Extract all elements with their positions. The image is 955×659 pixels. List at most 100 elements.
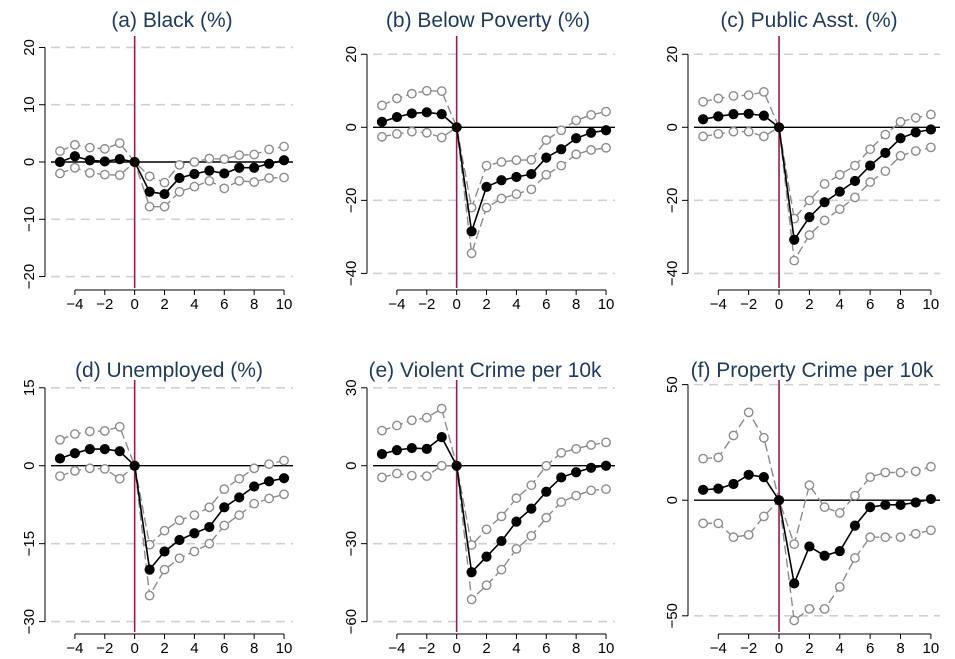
estimate-point [421,107,432,118]
x-tick-label: −4 [388,296,405,313]
upper-ci-point [174,159,185,170]
estimate-point [376,116,388,127]
upper-ci-point [834,169,845,180]
estimate-point [174,172,185,184]
lower-ci-point [466,248,477,259]
y-tick-label: −20 [343,188,360,213]
estimate-point [773,122,785,133]
lower-ci-point [601,142,611,153]
y-tick-label: 15 [21,379,38,396]
x-tick-label: 0 [452,296,460,313]
upper-ci-point [234,473,245,484]
estimate-line [59,155,285,195]
estimate-point [99,444,110,455]
chart-title: (d) Unemployed (%) [75,359,263,382]
upper-ci-point [880,467,891,478]
lower-ci-point [910,528,921,539]
lower-ci-point [436,460,447,471]
lower-ci-point [264,493,274,504]
x-tick-label: 8 [896,296,904,313]
lower-ci-point [743,529,754,540]
lower-ci-point [84,463,95,474]
estimate-point [804,212,815,223]
upper-ci-point [392,93,402,104]
x-tick-label: 0 [130,640,138,657]
upper-ci-point [526,154,537,165]
x-tick-label: 2 [160,640,168,657]
x-tick-label: 2 [805,296,813,313]
estimate-point [129,156,140,168]
lower-ci-point [925,142,936,153]
lower-ci-point [698,131,709,142]
upper-ci-line [381,407,607,547]
estimate-point [278,155,290,166]
estimate-point [585,127,597,138]
y-tick-label: −20 [21,264,38,289]
lower-ci-point [865,532,876,543]
lower-ci-point [436,132,447,143]
estimate-point [713,483,724,494]
estimate-point [849,520,861,531]
lower-ci-point [804,603,815,614]
x-tick-label: 8 [250,640,258,657]
estimate-point [406,108,417,119]
upper-ci-point [819,179,830,189]
estimate-point [571,467,582,478]
estimate-point [376,448,388,460]
estimate-point [728,109,739,120]
lower-ci-point [586,485,596,496]
lower-ci-point [174,553,185,564]
x-tick-label: 8 [896,640,904,657]
upper-ci-point [144,171,155,182]
x-tick-label: 10 [923,296,940,313]
chart-title: (c) Public Asst. (%) [720,9,897,32]
estimate-point [174,534,185,546]
y-tick-label: 0 [21,462,38,470]
upper-ci-point [70,139,80,150]
estimate-point [436,109,447,120]
upper-ci-line [59,425,285,547]
chart-title: (b) Below Poverty (%) [386,9,590,32]
estimate-point [189,168,200,180]
upper-ci-point [204,502,215,513]
estimate-point [481,551,492,562]
lower-ci-point [279,172,289,183]
lower-ci-line [59,160,285,208]
x-tick-label: −4 [710,640,727,657]
y-tick-label: −15 [21,531,38,556]
lower-ci-point [758,511,769,522]
lower-ci-point [698,518,709,529]
estimate-point [84,444,95,455]
estimate-point [263,476,275,487]
lower-ci-point [144,201,155,212]
x-tick-label: 6 [220,296,228,313]
lower-ci-point [114,473,125,484]
upper-ci-point [556,447,567,458]
estimate-point [789,578,800,589]
estimate-point [144,564,155,575]
upper-ci-point [601,106,611,117]
lower-ci-point [421,471,432,482]
lower-ci-point [249,177,260,187]
y-tick-label: −40 [343,261,360,286]
estimate-point [189,528,200,539]
lower-ci-point [481,580,492,591]
y-tick-label: 0 [343,462,360,470]
x-tick-label: 4 [512,296,520,313]
lower-ci-point [70,162,80,173]
estimate-point [600,125,612,136]
upper-ci-point [880,129,891,140]
upper-ci-point [279,141,289,152]
upper-ci-point [219,154,230,165]
upper-ci-point [511,155,522,166]
y-tick-label: 30 [343,379,360,396]
y-tick-label: 20 [343,46,360,63]
x-tick-label: −2 [740,640,757,657]
lower-ci-point [511,189,522,200]
x-tick-label: 6 [220,640,228,657]
estimate-point [698,484,709,495]
upper-ci-point [279,455,289,466]
lower-ci-point [99,169,110,180]
lower-ci-point [84,167,95,178]
